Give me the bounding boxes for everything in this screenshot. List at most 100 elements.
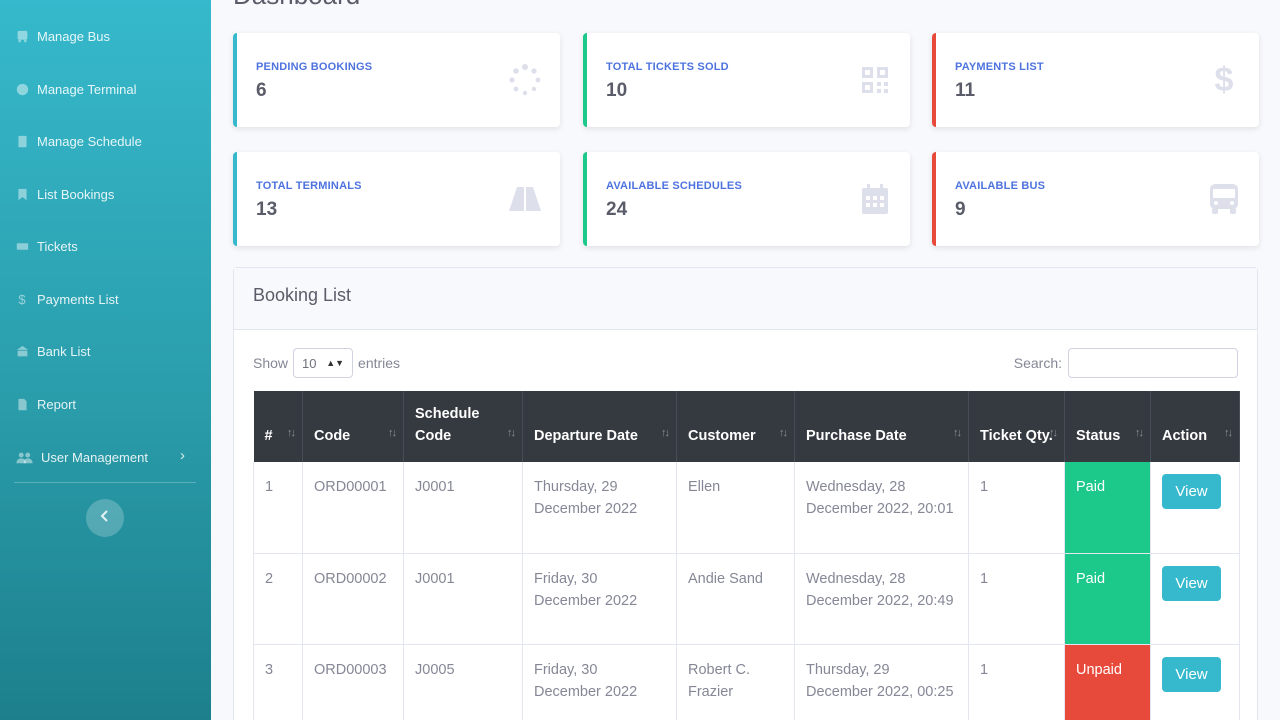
- card-payments-list: PAYMENTS LIST 11 $: [932, 33, 1259, 127]
- cell-ticket-qty: 1: [968, 644, 1065, 720]
- calendar-icon: [858, 182, 892, 216]
- sort-icon: ↑↓: [1049, 427, 1058, 439]
- sidebar-item-manage-terminal[interactable]: Manage Terminal: [14, 79, 136, 99]
- card-label: TOTAL TICKETS SOLD: [606, 61, 729, 73]
- cell-purchase-date: Wednesday, 28 December 2022, 20:49: [794, 553, 969, 645]
- card-total-terminals: TOTAL TERMINALS 13: [233, 152, 560, 246]
- status-badge: Paid: [1064, 553, 1151, 645]
- entries-select[interactable]: 10 ▲▼: [293, 348, 354, 378]
- sort-icon: ↑↓: [507, 427, 516, 439]
- search-label: Search:: [1013, 355, 1062, 371]
- dollar-icon: $: [18, 291, 26, 307]
- select-caret-icon: ▲▼: [326, 358, 345, 368]
- cell-schedule-code: J0005: [403, 644, 523, 720]
- compass-icon: [14, 82, 30, 96]
- cell-departure-date: Friday, 30 December 2022: [522, 553, 677, 645]
- card-label: PAYMENTS LIST: [955, 61, 1044, 73]
- search-input[interactable]: [1068, 348, 1238, 378]
- sidebar-item-label: Report: [37, 396, 77, 412]
- sidebar-divider: [14, 482, 196, 483]
- sidebar-item-label: Manage Terminal: [37, 81, 137, 97]
- road-icon: [508, 182, 542, 216]
- sort-icon: ↑↓: [953, 427, 962, 439]
- bus-icon: [14, 29, 30, 43]
- card-value: 13: [256, 199, 278, 220]
- cell-schedule-code: J0001: [403, 553, 523, 645]
- status-badge: Paid: [1064, 462, 1151, 554]
- sidebar-item-label: List Bookings: [37, 186, 115, 202]
- view-button[interactable]: View: [1162, 565, 1221, 601]
- sort-icon: ↑↓: [661, 427, 670, 439]
- column-header-code[interactable]: Code ↑↓: [302, 391, 404, 462]
- cell-no: 2: [253, 553, 303, 645]
- chevron-left-icon: [99, 509, 111, 527]
- table-row: 1 ORD00001 J0001 Thursday, 29 December 2…: [253, 462, 1240, 554]
- column-header-purchase-date[interactable]: Purchase Date ↑↓: [794, 391, 969, 462]
- clipboard-icon: [14, 134, 30, 148]
- sidebar-item-tickets[interactable]: Tickets: [14, 236, 78, 256]
- card-value: 11: [955, 80, 976, 101]
- sort-icon: ↑↓: [388, 427, 397, 439]
- sidebar-item-user-management[interactable]: User Management: [14, 447, 148, 467]
- sidebar-item-label: Manage Schedule: [37, 133, 142, 149]
- sidebar-item-label: Bank List: [37, 343, 91, 359]
- bus-icon: [1207, 182, 1241, 216]
- sidebar-item-manage-schedule[interactable]: Manage Schedule: [14, 131, 142, 151]
- card-available-schedules: AVAILABLE SCHEDULES 24: [583, 152, 910, 246]
- cell-departure-date: Thursday, 29 December 2022: [522, 462, 677, 554]
- entries-value: 10: [302, 355, 317, 371]
- column-header-customer[interactable]: Customer ↑↓: [676, 391, 795, 462]
- cell-code: ORD00001: [302, 462, 404, 554]
- cell-ticket-qty: 1: [968, 462, 1065, 554]
- bookmark-icon: [14, 187, 30, 201]
- status-badge: Unpaid: [1064, 644, 1151, 720]
- cell-schedule-code: J0001: [403, 462, 523, 554]
- column-header-status[interactable]: Status ↑↓: [1064, 391, 1151, 462]
- sidebar-item-report[interactable]: Report: [14, 394, 76, 414]
- cell-customer: Ellen: [676, 462, 795, 554]
- panel-header: Booking List: [234, 268, 1257, 330]
- entries-control: Show 10 ▲▼ entries: [253, 348, 400, 378]
- ticket-icon: [14, 239, 30, 253]
- cell-purchase-date: Wednesday, 28 December 2022, 20:01: [794, 462, 969, 554]
- card-value: 10: [606, 80, 628, 101]
- show-label: Show: [253, 355, 289, 371]
- page-title: Dashboard: [233, 0, 360, 11]
- sort-icon: ↑↓: [779, 427, 788, 439]
- column-header-no[interactable]: # ↑↓: [253, 391, 303, 462]
- card-label: TOTAL TERMINALS: [256, 180, 362, 192]
- column-header-action[interactable]: Action ↑↓: [1150, 391, 1240, 462]
- sidebar-item-bank-list[interactable]: Bank List: [14, 341, 90, 361]
- cell-customer: Robert C. Frazier: [676, 644, 795, 720]
- search-control: Search:: [1014, 348, 1238, 378]
- card-value: 9: [955, 199, 966, 220]
- sidebar-toggle-button[interactable]: [86, 499, 124, 537]
- sidebar-item-manage-bus[interactable]: Manage Bus: [14, 26, 110, 46]
- file-icon: [14, 397, 30, 411]
- card-value: 24: [606, 199, 628, 220]
- view-button[interactable]: View: [1162, 656, 1221, 692]
- bank-icon: [14, 344, 30, 358]
- column-header-ticket-qty[interactable]: Ticket Qty. ↑↓: [968, 391, 1065, 462]
- cell-departure-date: Friday, 30 December 2022: [522, 644, 677, 720]
- column-header-schedule-code[interactable]: Schedule Code ↑↓: [403, 391, 523, 462]
- card-available-bus: AVAILABLE BUS 9: [932, 152, 1259, 246]
- column-header-departure-date[interactable]: Departure Date ↑↓: [522, 391, 677, 462]
- cell-ticket-qty: 1: [968, 553, 1065, 645]
- cell-customer: Andie Sand: [676, 553, 795, 645]
- entries-label: entries: [358, 355, 401, 371]
- card-value: 6: [256, 80, 267, 101]
- users-icon: [14, 450, 34, 464]
- sidebar-item-label: User Management: [41, 449, 148, 465]
- cell-code: ORD00002: [302, 553, 404, 645]
- cell-action: View: [1150, 462, 1240, 554]
- qrcode-icon: [858, 63, 892, 97]
- view-button[interactable]: View: [1162, 474, 1221, 509]
- cell-purchase-date: Thursday, 29 December 2022, 00:25: [794, 644, 969, 720]
- table-row: 3 ORD00003 J0005 Friday, 30 December 202…: [253, 644, 1240, 720]
- sidebar-item-label: Tickets: [37, 238, 78, 254]
- dollar-icon: $: [1214, 61, 1234, 99]
- sidebar-item-list-bookings[interactable]: List Bookings: [14, 184, 114, 204]
- sort-icon: ↑↓: [1135, 427, 1144, 439]
- sidebar-item-payments-list[interactable]: $ Payments List: [14, 289, 118, 309]
